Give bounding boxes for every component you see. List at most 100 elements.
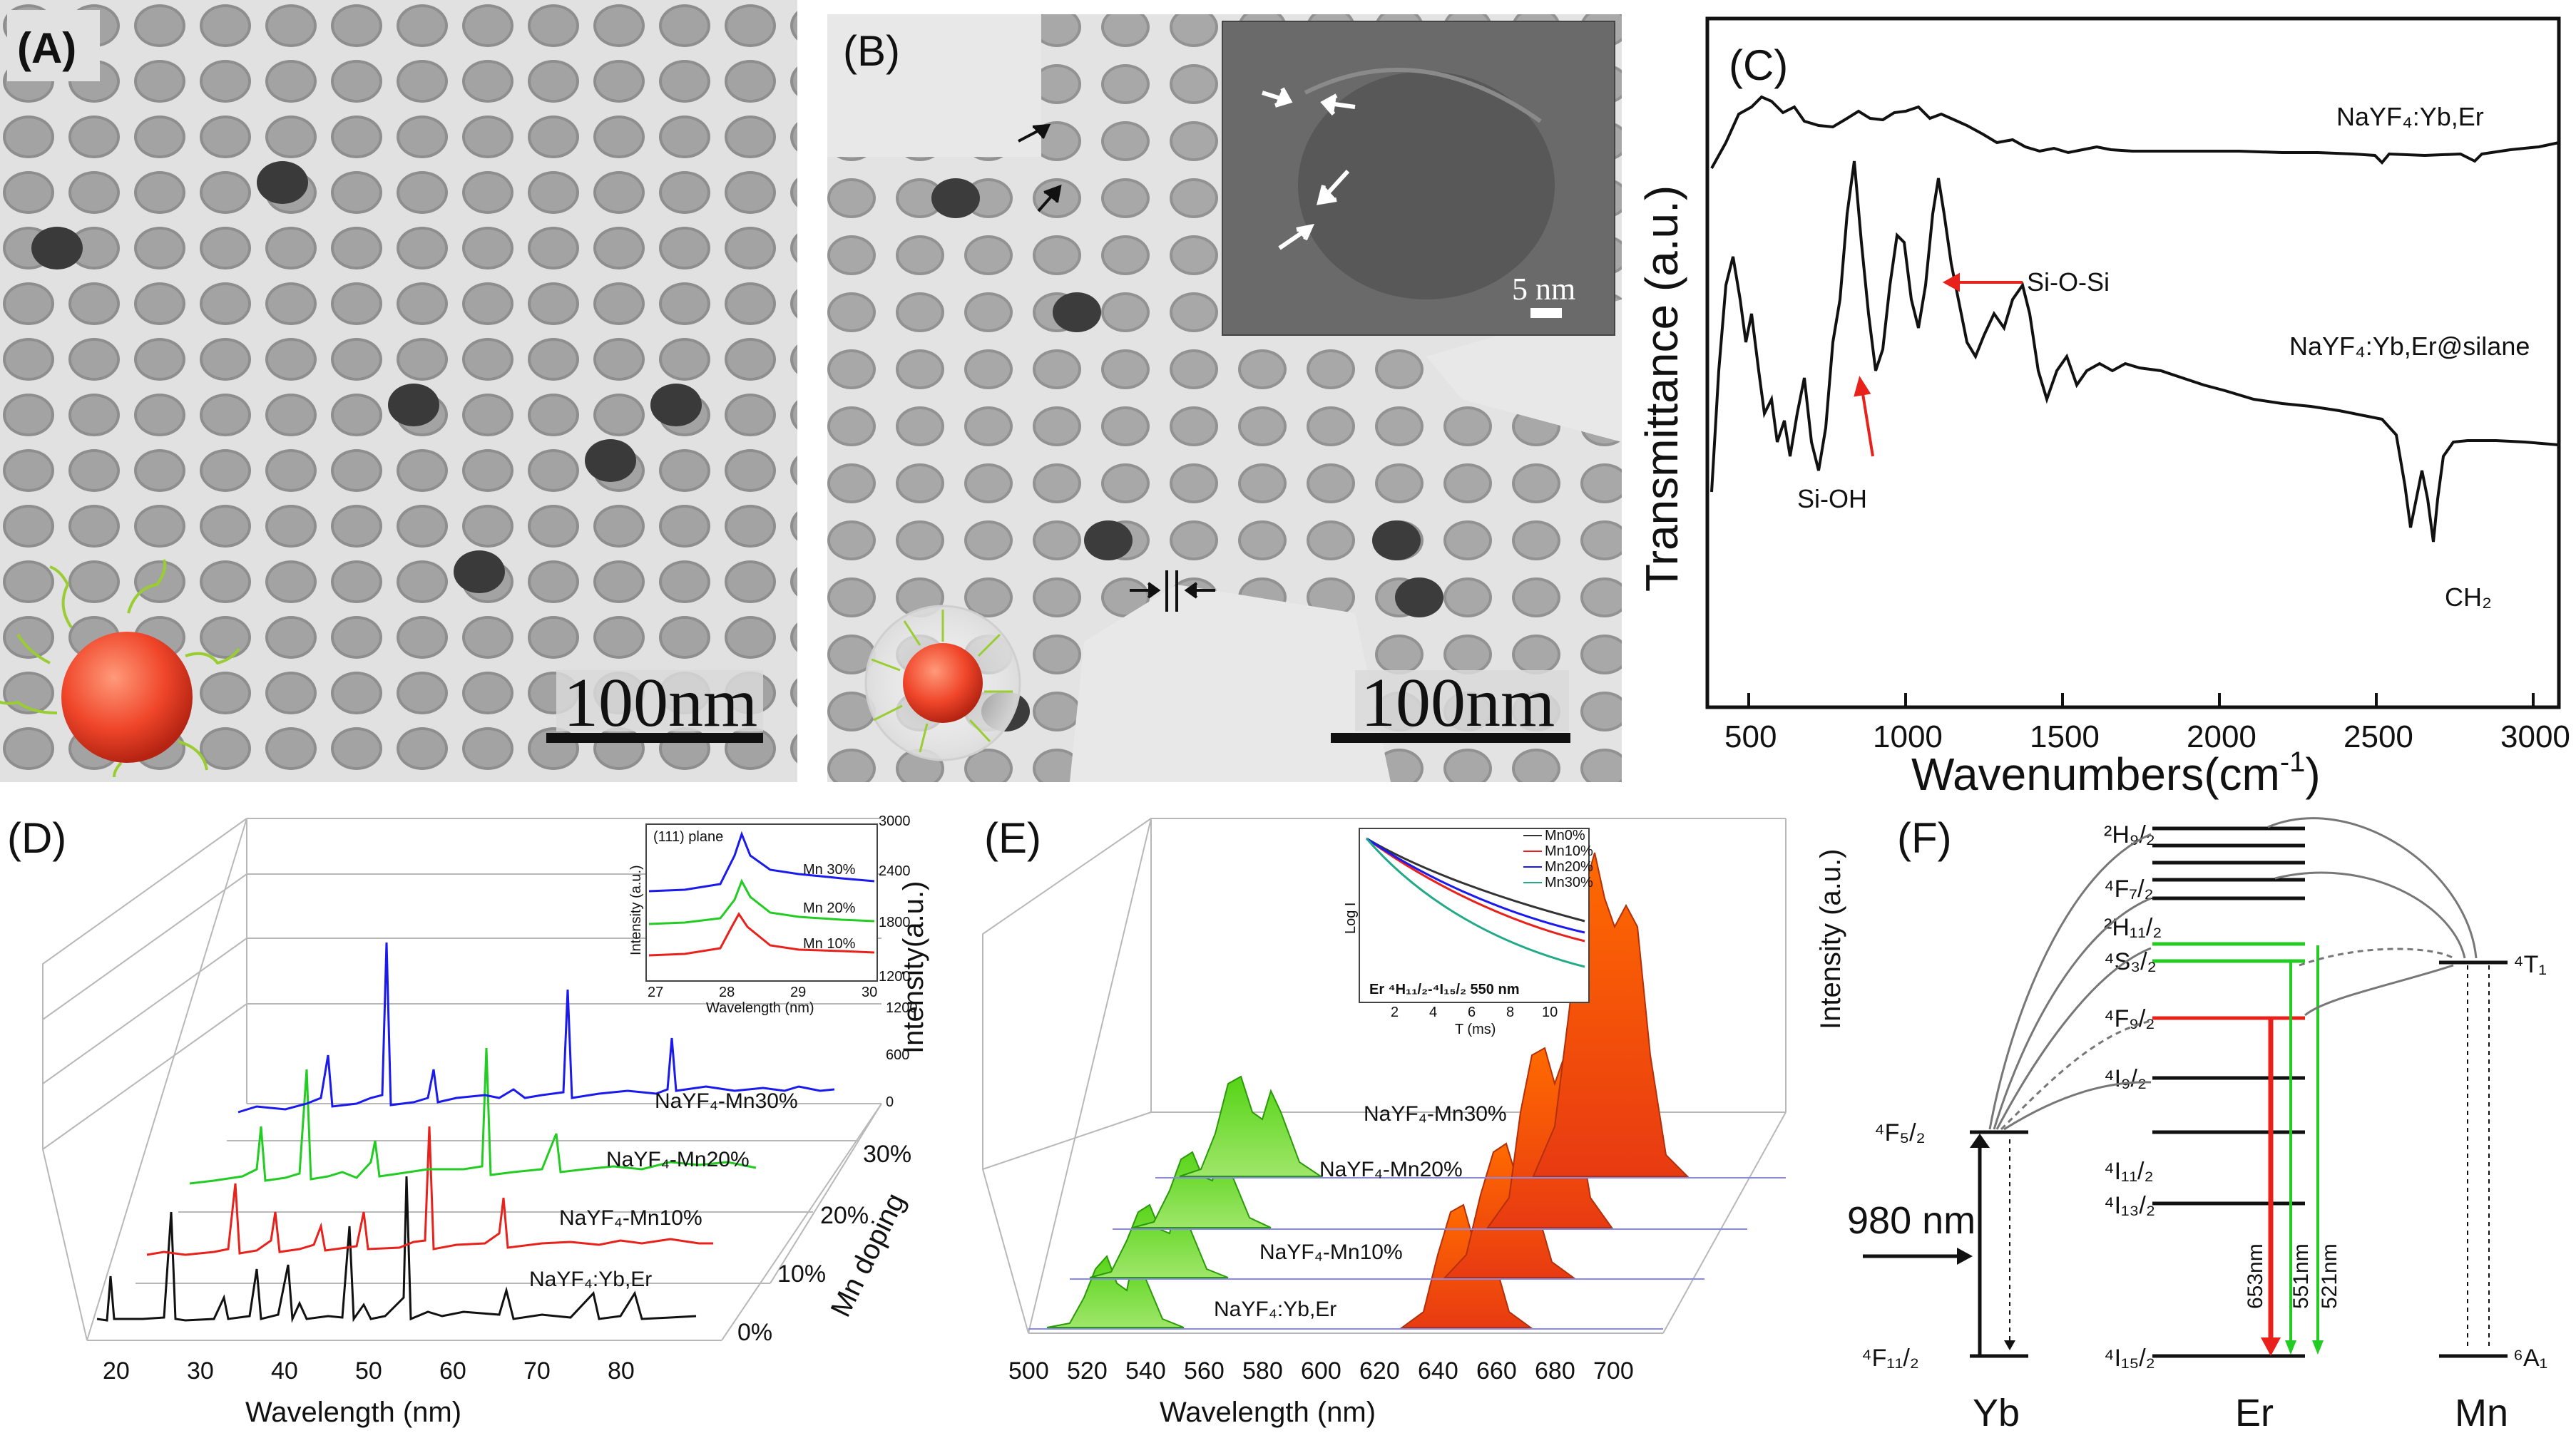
legend-label: Mn0% — [1545, 828, 1585, 843]
ftir-curve-bare — [1710, 95, 2560, 169]
yb-level-label: ⁴F₅/₂ — [1874, 1119, 1926, 1146]
x-ticks-d: 20 30 40 50 60 70 80 — [103, 1357, 635, 1385]
curve-label-silane: NaYF₄:Yb,Er@silane — [2289, 332, 2530, 361]
inset-curve-mn10 — [648, 912, 875, 957]
er-level-label: ⁴F₇/₂ — [2104, 875, 2154, 903]
emission-label: 551nm — [2289, 1243, 2313, 1309]
inset-y-tick: 1200 — [879, 969, 911, 985]
inset-y-label: Intensity (a.u.) — [628, 865, 644, 955]
inset-y-label: Log I — [1343, 903, 1359, 934]
x-tick-label: 620 — [1359, 1357, 1400, 1385]
er-level-label: ²H₉/₂ — [2104, 821, 2155, 848]
x-tick-label: 50 — [355, 1357, 382, 1385]
x-tick-label: 20 — [103, 1357, 130, 1385]
excitation-label: 980 nm — [1847, 1199, 1976, 1242]
x-tick-label: 560 — [1184, 1357, 1225, 1385]
dark-particles-a — [31, 161, 702, 593]
scale-bar-b — [1331, 733, 1570, 743]
series-label: NaYF₄-Mn10% — [559, 1206, 702, 1230]
decay-inset: Mn0% Mn10% Mn20% Mn30% Er ⁴H₁₁/₂-⁴I₁₅/₂ … — [1343, 828, 1593, 1037]
x-tick-label: 2500 — [2344, 719, 2413, 754]
panel-label-c: (C) — [1729, 41, 1788, 89]
inset-x-tick: 2 — [1391, 1005, 1399, 1020]
depth-tick-label: 20% — [820, 1202, 869, 1229]
x-tick-label: 500 — [1724, 719, 1777, 754]
x-tick-label: 1500 — [2030, 719, 2100, 754]
inset-title: (111) plane — [653, 829, 723, 845]
intensity-axis-label-d: Intensity(a.u.) — [898, 881, 929, 1054]
series-label: NaYF₄:Yb,Er — [1214, 1298, 1336, 1321]
inset-x-label: Wavelength (nm) — [706, 1000, 814, 1016]
x-axis-label-c: Wavenumbers(cm-1) — [1911, 746, 2321, 800]
x-tick-label: 40 — [271, 1357, 298, 1385]
curve-label-bare: NaYF₄:Yb,Er — [2336, 102, 2484, 131]
xrd-pattern-0 — [96, 1176, 697, 1323]
er-level-label: ⁴I₁₅/₂ — [2104, 1345, 2155, 1372]
emission-peaks — [1028, 852, 1786, 1330]
hrtem-inset: 5 nm — [1222, 21, 1615, 336]
depth-tick-label: 30% — [863, 1141, 911, 1168]
x-tick-label: 70 — [523, 1357, 551, 1385]
right-tick: 0 — [886, 1094, 894, 1110]
series-label: NaYF₄-Mn20% — [606, 1148, 750, 1171]
inset-y-tick: 2400 — [879, 863, 911, 879]
xrd-pattern-10 — [146, 1126, 713, 1256]
y-axis-label-c: Transmittance (a.u.) — [1636, 185, 1687, 592]
panel-b: (B) 5 nm 100nm — [827, 14, 1622, 782]
mn-level-label: ⁴T₁ — [2513, 951, 2547, 978]
series-label: NaYF₄:Yb,Er — [529, 1268, 652, 1291]
emission-label: 653nm — [2244, 1243, 2267, 1309]
x-ticks-c — [1747, 693, 2535, 707]
panel-c: (C) 500 1000 1500 2000 2500 3000 Wavenum… — [1636, 16, 2570, 800]
inset-series-label: Mn 20% — [803, 900, 856, 916]
inset-x-tick: 10 — [1542, 1005, 1558, 1020]
legend-label: Mn20% — [1545, 859, 1593, 875]
right-axis-ticks-d: 0 600 1200 — [886, 1000, 918, 1110]
annotation-ch2: CH₂ — [2445, 582, 2492, 612]
panel-e: (E) NaYF₄:Yb,Er NaYF₄-Mn10% — [982, 814, 1846, 1428]
inset-series-label: Mn 10% — [803, 936, 856, 952]
series-label: NaYF₄-Mn20% — [1319, 1158, 1463, 1181]
inset-y-tick: 1800 — [879, 915, 911, 930]
x-tick-label: 640 — [1418, 1357, 1458, 1385]
ion-label-yb: Yb — [1973, 1392, 2020, 1434]
right-tick: 1200 — [886, 1000, 918, 1016]
mn-levels — [2439, 960, 2508, 1358]
silane-particle-icon — [864, 605, 1021, 761]
red-peak-3 — [1532, 852, 1690, 1177]
er-level-label: ⁴I₉/₂ — [2104, 1065, 2147, 1092]
x-tick-label: 1000 — [1873, 719, 1943, 754]
series-label: NaYF₄-Mn30% — [1364, 1102, 1507, 1126]
green-peak-3 — [1179, 1075, 1324, 1177]
inset-series-label: Mn 30% — [803, 862, 856, 878]
depth-tick-label: 0% — [737, 1319, 772, 1346]
x-tick-label: 580 — [1242, 1357, 1283, 1385]
legend-label: Mn10% — [1545, 843, 1593, 859]
decay-curve-mn20 — [1366, 837, 1585, 934]
panel-label-b: (B) — [843, 27, 900, 75]
annotation-si-o-si: Si-O-Si — [2027, 267, 2110, 297]
x-tick-label: 700 — [1593, 1357, 1634, 1385]
inset-y-tick: 3000 — [879, 813, 911, 829]
x-tick-label: 540 — [1125, 1357, 1166, 1385]
er-level-label: ⁴I₁₁/₂ — [2104, 1158, 2154, 1185]
energy-transfer-arrows — [1988, 817, 2478, 1131]
inset-x-tick: 30 — [862, 985, 877, 1000]
panel-d: (D) 0% 10% 20% 30% M — [7, 813, 929, 1428]
x-tick-label: 680 — [1535, 1357, 1575, 1385]
x-tick-label: 60 — [439, 1357, 466, 1385]
inset-curve-mn30 — [648, 831, 875, 893]
panel-a: (A) 100nm — [0, 0, 797, 782]
ligand-particle-icon — [0, 559, 240, 778]
xrd-pattern-30 — [237, 942, 835, 1114]
scale-bar-a — [546, 733, 763, 743]
yb-level-label: ⁴F₁₁/₂ — [1861, 1345, 1919, 1372]
ftir-curve-silane — [1710, 160, 2560, 543]
inset-x-tick: 6 — [1468, 1005, 1476, 1020]
green-peak-0 — [1046, 1252, 1185, 1328]
panel-label-f: (F) — [1897, 814, 1952, 862]
er-level-label: ⁴I₁₃/₂ — [2104, 1192, 2155, 1219]
inset-x-tick: 28 — [719, 985, 735, 1000]
annotation-arrows-c — [1854, 272, 2023, 457]
